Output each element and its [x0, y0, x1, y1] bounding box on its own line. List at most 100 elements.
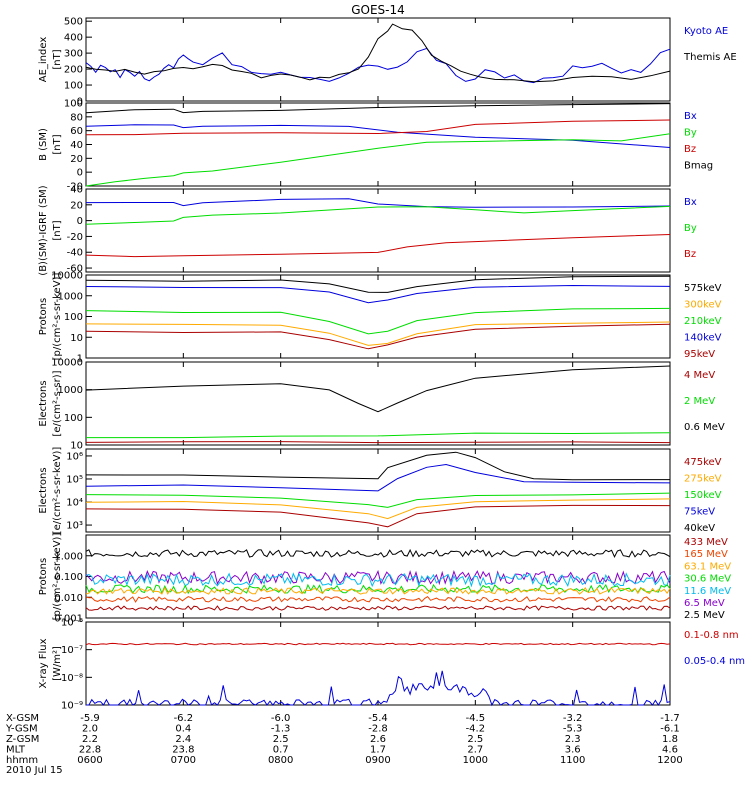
ephemeris-value: -3.2: [563, 713, 583, 724]
y-tick-label: 0: [77, 168, 83, 179]
y-tick-label: 10000: [51, 358, 83, 369]
y-tick-label: 10⁻⁸: [61, 673, 83, 684]
ephemeris-value: -2.8: [368, 724, 388, 735]
ephemeris-value: -4.2: [466, 724, 486, 735]
y-tick-label: -40: [67, 248, 83, 259]
legend-2-5-mev: 2.5 MeV: [684, 610, 725, 621]
series-0-6-mev: [85, 365, 671, 413]
series-433-mev: [85, 605, 671, 611]
ephemeris-value: 1.7: [370, 745, 386, 756]
ephemeris-value: -6.0: [271, 713, 291, 724]
series-2-mev: [86, 432, 671, 439]
series-275kev: [85, 498, 671, 520]
series-4-mev: [85, 441, 671, 444]
series-themis-ae: [85, 23, 671, 83]
series-2-5-mev: [85, 548, 671, 558]
legend-165-mev: 165 MeV: [684, 549, 728, 560]
panel-2: -20 0 20 40 60 80 100 B (SM) [nT] Bx By Bz Bmag: [38, 99, 713, 193]
ephemeris-value: 0.4: [175, 724, 191, 735]
ephemeris-value: -5.3: [563, 724, 583, 735]
ephemeris-label-y-gsm: Y-GSM: [5, 724, 38, 735]
ephemeris-value: 1000: [463, 755, 488, 766]
legend-300kev: 300keV: [684, 300, 722, 311]
series-475kev: [85, 504, 671, 528]
ephemeris-value: 0700: [171, 755, 196, 766]
y-tick-label: 200: [64, 65, 83, 76]
series-bz: [85, 234, 671, 258]
ephemeris-value: -1.3: [271, 724, 291, 735]
series-bmag: [85, 103, 671, 114]
y-axis-label: B (SM): [38, 128, 49, 161]
legend-kyoto-ae: Kyoto AE: [684, 26, 728, 37]
y-tick-label: -60: [67, 264, 83, 275]
y-tick-label: 0.010: [54, 593, 83, 604]
legend-bmag: Bmag: [684, 161, 713, 172]
legend-275kev: 275keV: [684, 474, 722, 485]
series-300kev: [85, 321, 671, 346]
series-kyoto-ae: [85, 47, 671, 84]
y-tick-label: 10000: [51, 271, 83, 282]
legend-575kev: 575keV: [684, 283, 722, 294]
legend-bx: Bx: [684, 197, 697, 208]
ephemeris-value: -5.9: [80, 713, 100, 724]
y-axis-label: [W/m²]: [52, 646, 63, 681]
legend-63-1-mev: 63.1 MeV: [684, 561, 731, 572]
panel-4: 1 10 100 1000 10000 Protons [p/(cm²-s-sr-keV)]…: [38, 271, 722, 365]
ephemeris-value: 1.8: [662, 734, 678, 745]
y-axis-label: [nT]: [52, 49, 63, 69]
series-210kev: [85, 307, 671, 335]
ephemeris-value: 1100: [560, 755, 585, 766]
ephemeris-value: -1.7: [660, 713, 680, 724]
legend-140kev: 140keV: [684, 333, 722, 344]
series-by: [85, 205, 671, 225]
series-by: [85, 133, 671, 187]
legend-11-6-mev: 11.6 MeV: [684, 586, 731, 597]
legend-433-mev: 433 MeV: [684, 537, 728, 548]
ephemeris-value: 0900: [365, 755, 390, 766]
y-tick-label: 100: [64, 81, 83, 92]
y-tick-label: 100: [64, 99, 83, 110]
plot-title: GOES-14: [351, 3, 405, 17]
ephemeris-value: 0800: [268, 755, 293, 766]
ephemeris-value: 1200: [657, 755, 682, 766]
legend-by: By: [684, 128, 697, 139]
y-tick-label: 10⁴: [66, 498, 83, 509]
y-tick-label: 10⁵: [66, 474, 83, 485]
legend-210kev: 210keV: [684, 316, 722, 327]
panel-8: 10⁻⁹ 10⁻⁸ 10⁻⁷ 10⁻⁶ X-ray Flux [W/m²] 0.1-0.8 …: [38, 618, 745, 712]
ephemeris-value: 2.5: [467, 734, 483, 745]
legend-bz: Bz: [684, 249, 696, 260]
ephemeris-value: 2.7: [467, 745, 483, 756]
y-tick-label: 20: [70, 154, 83, 165]
ephemeris-table: X-GSM -5.9 -6.2 -6.0 -5.4 -4.5 -3.2 -1.7 Y-GSM 2.…: [5, 713, 683, 766]
legend-40kev: 40keV: [684, 523, 715, 534]
y-tick-label: 100: [64, 413, 83, 424]
y-tick-label: -20: [67, 182, 83, 193]
legend-475kev: 475keV: [684, 457, 722, 468]
legend-bz: Bz: [684, 144, 696, 155]
y-tick-label: -20: [67, 232, 83, 243]
y-tick-label: 40: [70, 140, 83, 151]
y-tick-label: 0: [77, 216, 83, 227]
y-tick-label: 10⁻⁹: [61, 701, 83, 712]
y-axis-label: [e/(cm²-s-sr-keV)]: [52, 447, 63, 535]
series-575kev: [85, 275, 671, 293]
y-axis-label: [p/(cm²-s-sr-keV)]: [52, 273, 63, 361]
y-tick-label: 10⁻⁷: [61, 645, 83, 656]
series-6-5-mev: [85, 569, 671, 586]
y-tick-label: 10⁻⁶: [61, 618, 83, 629]
legend-6-5-mev: 6.5 MeV: [684, 598, 725, 609]
y-axis-label: Electrons: [38, 467, 49, 513]
y-tick-label: 1: [77, 354, 83, 365]
y-tick-label: 500: [64, 17, 83, 28]
y-axis-label: Protons: [38, 558, 49, 595]
ephemeris-value: 2.3: [565, 734, 581, 745]
y-axis-label: X-ray Flux: [38, 638, 49, 688]
ephemeris-label-mlt: MLT: [6, 745, 26, 756]
y-axis-label: (B)(SM)-IGRF (SM): [38, 185, 49, 276]
series-95kev: [85, 323, 671, 350]
